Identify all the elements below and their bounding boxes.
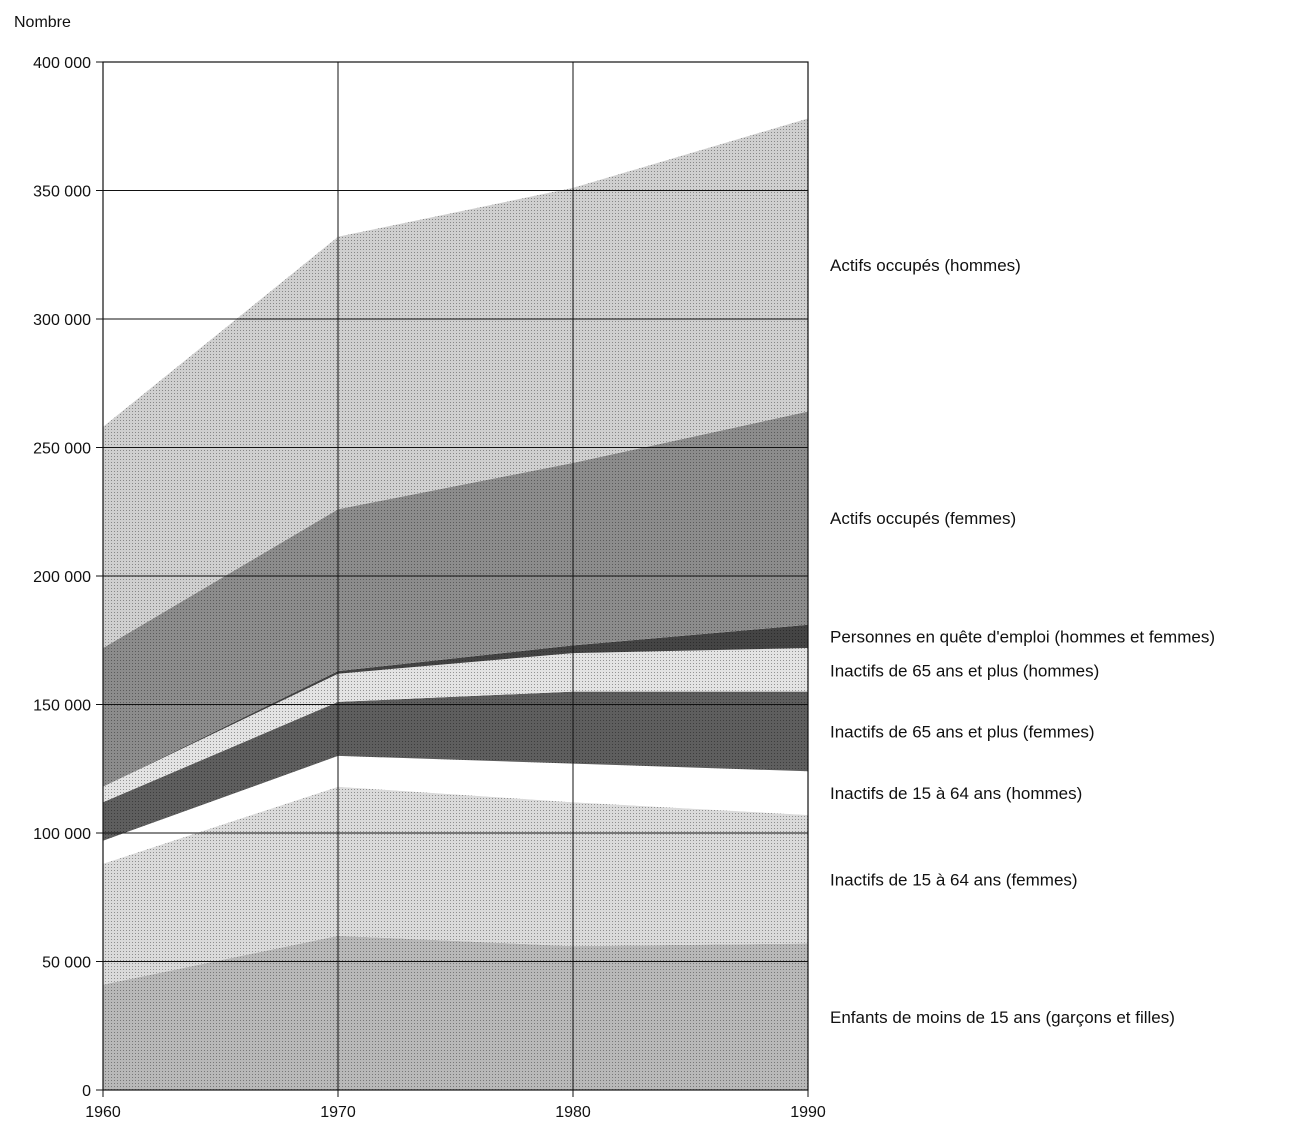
series-label-actifs-occupes-hommes: Actifs occupés (hommes) (830, 256, 1021, 275)
area-inactifs-de-15-a-64-ans-femmes (103, 786, 808, 985)
y-tick-label: 0 (82, 1083, 91, 1100)
area-actifs-occupes-femmes (103, 411, 808, 787)
series-labels-layer: Actifs occupés (hommes) Actifs occupés (f… (830, 256, 1215, 1027)
y-tick-label: 300 000 (33, 312, 91, 329)
x-tick-label: 1970 (320, 1104, 356, 1121)
y-tick-label: 350 000 (33, 184, 91, 201)
series-label-actifs-occupes-femmes: Actifs occupés (femmes) (830, 509, 1016, 528)
y-tick-label: 100 000 (33, 826, 91, 843)
area-inactifs-de-15-a-64-ans-hommes (103, 755, 808, 864)
x-tick-label: 1990 (790, 1104, 826, 1121)
y-tick-label: 250 000 (33, 441, 91, 458)
y-tick-label: 400 000 (33, 55, 91, 72)
series-label-inactifs-de-65-ans-et-plus-hommes: Inactifs de 65 ans et plus (hommes) (830, 661, 1099, 680)
series-label-enfants-de-moins-de-15-ans-garcons-et-filles: Enfants de moins de 15 ans (garçons et f… (830, 1008, 1175, 1027)
area-actifs-occupes-hommes (103, 118, 808, 648)
area-enfants-de-moins-de-15-ans-garcons-et-filles (103, 935, 808, 1090)
area-inactifs-de-65-ans-et-plus-femmes (103, 691, 808, 841)
y-axis-title: Nombre (14, 14, 71, 31)
series-label-inactifs-de-65-ans-et-plus-femmes: Inactifs de 65 ans et plus (femmes) (830, 722, 1095, 741)
series-label-personnes-en-quete-d-emploi-hommes-et-femmes: Personnes en quête d'emploi (hommes et f… (830, 627, 1215, 646)
area-personnes-en-quete-d-emploi-hommes-et-femmes (103, 624, 808, 787)
y-tick-label: 150 000 (33, 698, 91, 715)
y-tick-label: 200 000 (33, 569, 91, 586)
area-inactifs-de-65-ans-et-plus-hommes (103, 648, 808, 803)
x-tick-label: 1980 (555, 1104, 591, 1121)
x-tick-label: 1960 (85, 1104, 121, 1121)
areas-layer (103, 118, 808, 1090)
axis-layer: 0 50 000 100 000 150 000 200 000 250 000 300 0… (33, 55, 826, 1121)
series-label-inactifs-de-15-a-64-ans-hommes: Inactifs de 15 à 64 ans (hommes) (830, 784, 1082, 803)
series-label-inactifs-de-15-a-64-ans-femmes: Inactifs de 15 à 64 ans (femmes) (830, 870, 1078, 889)
y-tick-label: 50 000 (42, 955, 91, 972)
